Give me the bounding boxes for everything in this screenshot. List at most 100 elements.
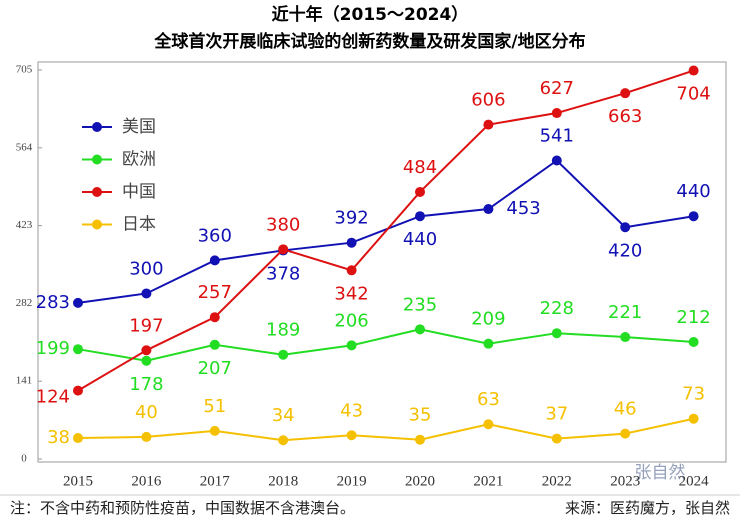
- data-label: 342: [334, 283, 368, 304]
- data-point: [551, 328, 562, 339]
- data-label: 46: [614, 399, 637, 420]
- data-label: 378: [266, 263, 300, 284]
- data-label: 221: [608, 302, 642, 323]
- legend-marker: [92, 219, 102, 230]
- x-tick-label: 2023: [610, 473, 640, 489]
- data-label: 704: [676, 84, 710, 105]
- data-point: [209, 339, 220, 350]
- data-label: 627: [540, 78, 574, 99]
- data-point: [415, 324, 425, 335]
- legend-marker: [92, 187, 102, 197]
- data-label: 207: [198, 358, 232, 379]
- data-label: 40: [135, 402, 158, 423]
- data-point: [209, 255, 220, 266]
- data-label: 206: [334, 310, 368, 331]
- data-label: 235: [403, 294, 437, 315]
- x-tick-label: 2016: [131, 473, 162, 489]
- data-label: 37: [545, 404, 568, 425]
- data-point: [415, 186, 425, 197]
- data-point: [483, 204, 494, 215]
- data-point: [551, 433, 562, 444]
- data-point: [141, 355, 152, 366]
- data-point: [141, 431, 152, 442]
- y-tick-label: 282: [16, 297, 33, 309]
- source: 来源：医药魔方，张自然: [565, 499, 730, 517]
- data-label: 606: [471, 90, 505, 111]
- data-label: 283: [36, 292, 70, 313]
- data-point: [346, 265, 357, 276]
- data-point: [688, 337, 699, 348]
- data-label: 51: [203, 396, 226, 417]
- data-point: [551, 108, 562, 119]
- data-point: [278, 244, 289, 255]
- data-point: [141, 288, 152, 299]
- x-tick-label: 2022: [542, 473, 572, 489]
- data-label: 199: [36, 338, 70, 359]
- data-label: 440: [403, 229, 437, 250]
- data-point: [551, 155, 562, 166]
- data-label: 420: [608, 240, 642, 261]
- x-tick-label: 2021: [473, 473, 503, 489]
- data-label: 189: [266, 320, 300, 341]
- x-tick-label: 2024: [679, 473, 710, 489]
- data-label: 63: [477, 389, 500, 410]
- data-point: [620, 88, 631, 99]
- data-point: [415, 211, 425, 222]
- data-label: 73: [682, 384, 705, 405]
- legend-label: 美国: [122, 117, 156, 137]
- data-label: 360: [198, 225, 232, 246]
- x-tick-label: 2018: [268, 473, 298, 489]
- x-tick-label: 2017: [200, 473, 231, 489]
- data-label: 209: [471, 309, 505, 330]
- data-point: [346, 430, 357, 441]
- series-line: [77, 417, 694, 442]
- data-label: 257: [198, 282, 232, 303]
- legend-label: 中国: [122, 182, 156, 202]
- watermark: 张自然: [635, 463, 686, 483]
- y-tick-label: 0: [21, 453, 27, 465]
- data-label: 212: [676, 307, 710, 328]
- data-label: 300: [129, 258, 163, 279]
- legend-label: 日本: [122, 215, 156, 235]
- data-label: 392: [334, 208, 368, 229]
- data-label: 541: [540, 125, 574, 146]
- legend-marker: [92, 154, 102, 165]
- data-point: [620, 428, 631, 439]
- y-tick-label: 705: [16, 64, 33, 76]
- x-tick-label: 2019: [337, 473, 367, 489]
- y-tick-label: 564: [16, 141, 33, 153]
- data-label: 440: [676, 181, 710, 202]
- data-label: 38: [47, 427, 70, 448]
- data-point: [620, 332, 631, 343]
- data-label: 124: [36, 387, 70, 408]
- legend-marker: [92, 122, 102, 132]
- y-tick-label: 141: [16, 375, 33, 387]
- data-point: [483, 119, 494, 130]
- data-point: [73, 297, 83, 308]
- data-label: 178: [129, 374, 163, 395]
- data-label: 197: [129, 315, 163, 336]
- data-point: [688, 65, 699, 76]
- data-point: [73, 344, 83, 355]
- data-label: 228: [540, 298, 574, 319]
- series-line: [77, 159, 694, 304]
- series-line: [77, 69, 694, 392]
- data-label: 35: [409, 405, 432, 426]
- data-point: [415, 434, 425, 445]
- data-point: [278, 435, 289, 446]
- data-point: [688, 413, 699, 424]
- series-line: [77, 328, 694, 362]
- x-tick-label: 2015: [63, 473, 93, 489]
- data-label: 34: [272, 405, 295, 426]
- x-tick-label: 2020: [405, 473, 435, 489]
- data-point: [483, 338, 494, 349]
- legend-label: 欧洲: [122, 150, 156, 170]
- data-label: 484: [403, 157, 437, 178]
- data-label: 43: [340, 400, 363, 421]
- data-point: [209, 312, 220, 323]
- plot-frame: [37, 61, 727, 463]
- data-point: [209, 425, 220, 436]
- data-point: [620, 222, 631, 233]
- data-point: [688, 211, 699, 222]
